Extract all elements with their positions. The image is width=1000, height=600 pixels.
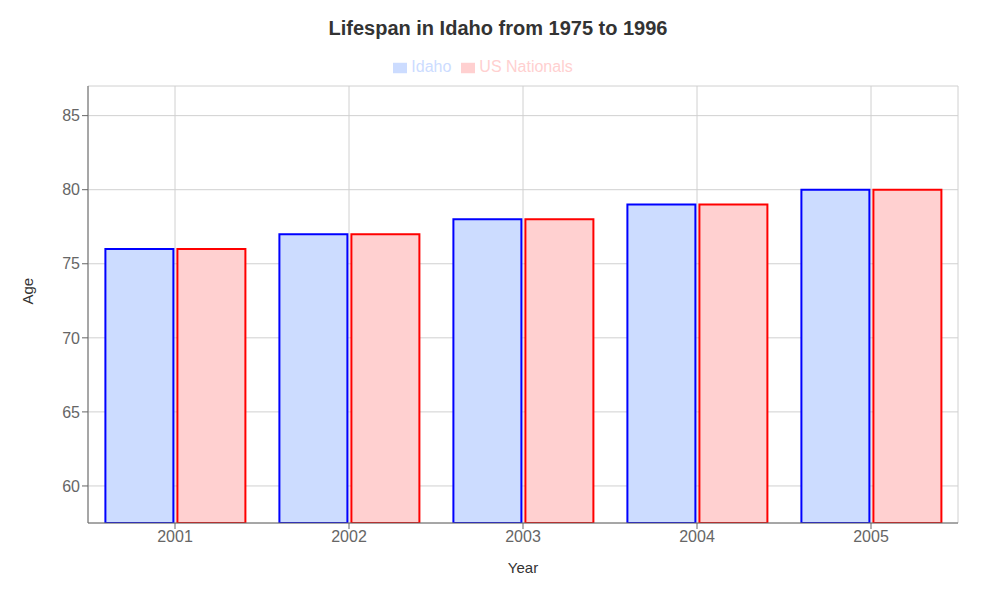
svg-text:2001: 2001 (157, 528, 193, 545)
svg-text:2004: 2004 (679, 528, 715, 545)
svg-text:60: 60 (62, 478, 80, 495)
svg-text:70: 70 (62, 330, 80, 347)
svg-text:80: 80 (62, 181, 80, 198)
svg-text:2003: 2003 (505, 528, 541, 545)
html-text:Idaho: Idaho (411, 58, 452, 75)
svg-text:75: 75 (62, 255, 80, 272)
svg-text:Year: Year (508, 559, 538, 576)
svg-text:85: 85 (62, 107, 80, 124)
svg-text:65: 65 (62, 404, 80, 421)
html-text:Lifespan in Idaho from 1975 to: Lifespan in Idaho from 1975 to 1996 (328, 17, 668, 39)
svg-text:2005: 2005 (853, 528, 889, 545)
svg-text:2002: 2002 (331, 528, 367, 545)
html-text:US Nationals: US Nationals (479, 58, 573, 75)
svg-text:Age: Age (19, 278, 36, 305)
